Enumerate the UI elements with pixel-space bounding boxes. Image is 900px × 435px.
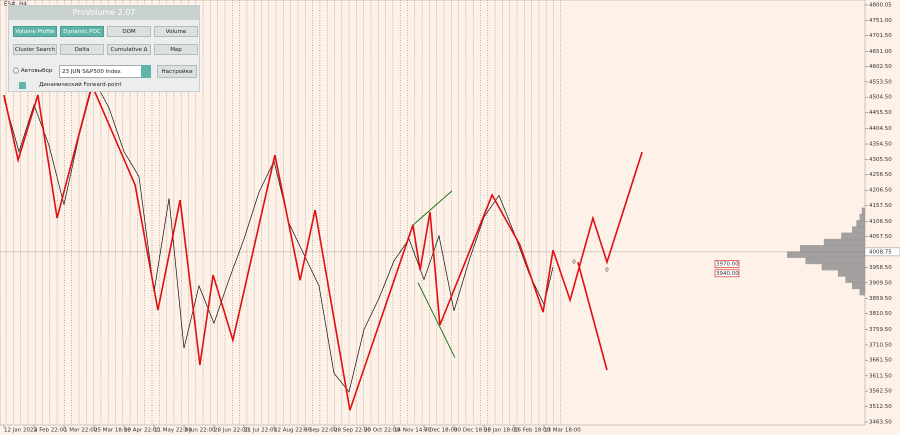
y-tick-label: 4057.50 [869, 234, 892, 240]
y-tick-label: 3611.50 [869, 373, 892, 379]
y-tick-label: 3661.50 [869, 358, 892, 364]
tool-button[interactable]: Dynamic POC [60, 26, 104, 37]
y-tick-label: 4455.50 [869, 110, 892, 116]
y-tick-label: 4602.50 [869, 64, 892, 70]
y-tick-label: 3909.50 [869, 280, 892, 286]
tool-button[interactable]: Volume Profile [13, 26, 57, 37]
x-tick-label: 13 Mar 18:00 [544, 428, 581, 434]
tool-button[interactable]: Cluster Search [13, 44, 57, 55]
x-tick-label: 21 Jul 22:00 [244, 428, 277, 434]
y-tick-label: 4701.50 [869, 33, 892, 39]
zigzag-line [3, 82, 643, 411]
y-tick-label: 4504.50 [869, 95, 892, 101]
volume-bar [805, 257, 865, 265]
volume-bar [823, 238, 865, 246]
x-tick-label: 4 Feb 22:00 [34, 428, 67, 434]
x-tick-label: 28 Sep 22:00 [334, 428, 371, 434]
x-tick-label: 1 Mar 22:00 [64, 428, 98, 434]
level-label: 3940.00 [716, 271, 739, 277]
volume-bar [837, 270, 865, 277]
tool-button[interactable]: Delta [60, 44, 104, 55]
x-tick-label: 25 Jan 18:00 [484, 428, 519, 434]
level-box [714, 269, 740, 278]
volume-bar [787, 251, 865, 258]
y-tick-label: 3710.50 [869, 342, 892, 348]
dropdown-arrow[interactable] [141, 65, 151, 78]
x-tick-label: 12 Aug 22:00 [274, 428, 312, 434]
y-tick-label: 4157.50 [869, 203, 892, 209]
y-tick-label: 3562.50 [869, 389, 892, 395]
forward-checkbox[interactable] [19, 82, 26, 89]
y-tick-label: 3512.50 [869, 404, 892, 410]
y-tick-label: 4404.50 [869, 126, 892, 132]
current-price-label: 4008.75 [869, 249, 892, 255]
volume-bar [845, 276, 865, 283]
symbol-label: ES#, H4 [4, 2, 27, 8]
x-tick-label: 30 Dec 18:00 [454, 428, 491, 434]
x-tick-label: 3 Jun 22:00 [184, 428, 216, 434]
volume-bar [856, 220, 865, 227]
volume-bar [841, 232, 865, 240]
x-tick-label: 20 Oct 22:00 [364, 428, 400, 434]
panel-title: ProVolume 2.07 [9, 6, 199, 20]
auto-select-label: Автовыбор [20, 68, 53, 74]
y-tick-label: 3958.50 [869, 265, 892, 271]
channel-lower [417, 282, 456, 358]
y-tick-label: 3759.50 [869, 327, 892, 333]
provolume-panel: ProVolume 2.07 ◯ Автовыбор 23 JUN S&P500… [8, 5, 200, 92]
tool-button[interactable]: Volume [154, 26, 198, 37]
tool-button[interactable]: Map [154, 44, 198, 55]
tool-button[interactable]: DOM [107, 26, 151, 37]
forecast-line [577, 261, 608, 371]
auto-select[interactable]: ◯ Автовыбор [13, 68, 53, 74]
instrument-label: 23 JUN S&P500 Index [62, 69, 121, 75]
y-tick-label: 3463.50 [869, 420, 892, 426]
x-tick-label: 7 Dec 18:00 [424, 428, 458, 434]
volume-bar [859, 213, 865, 221]
y-tick-label: 3810.50 [869, 311, 892, 317]
y-tick-label: 4553.50 [869, 79, 892, 85]
y-tick-label: 4256.50 [869, 172, 892, 178]
x-tick-label: 28 Jun 22:00 [214, 428, 249, 434]
x-tick-label: 11 May 22:00 [154, 428, 192, 434]
channel-upper [412, 190, 453, 226]
forward-marker: 0 [605, 268, 609, 274]
volume-bar [852, 226, 865, 233]
level-label: 3970.00 [716, 261, 739, 267]
y-tick-label: 4354.50 [869, 142, 892, 148]
settings-button[interactable]: Настройки [157, 65, 197, 78]
x-tick-label: 14 Nov 14:00 [394, 428, 432, 434]
volume-bar [861, 207, 865, 215]
x-tick-label: 16 Feb 18:00 [514, 428, 551, 434]
x-tick-label: 12 Jan 2022 [4, 428, 37, 434]
y-tick-label: 4305.50 [869, 157, 892, 163]
tool-button[interactable]: Cumulative Δ [107, 44, 151, 55]
y-tick-label: 3859.50 [869, 296, 892, 302]
volume-bar [821, 263, 865, 271]
forward-point-label: Динамический Forward-point [39, 82, 122, 88]
level-box [714, 260, 740, 268]
y-tick-label: 4800.05 [869, 3, 892, 9]
instrument-select[interactable]: 23 JUN S&P500 Index [59, 65, 151, 78]
volume-bar [859, 288, 865, 296]
forward-marker: 0 [572, 260, 576, 266]
volume-bar [852, 282, 865, 290]
x-tick-label: 19 Apr 22:00 [124, 428, 160, 434]
x-tick-label: 6 Sep 22:00 [304, 428, 338, 434]
x-tick-label: 25 Mar 18:00 [94, 428, 131, 434]
y-tick-label: 4206.50 [869, 188, 892, 194]
y-tick-label: 4651.00 [869, 49, 892, 55]
y-tick-label: 4106.50 [869, 219, 892, 225]
y-tick-label: 4751.00 [869, 18, 892, 24]
volume-bar [800, 245, 865, 252]
